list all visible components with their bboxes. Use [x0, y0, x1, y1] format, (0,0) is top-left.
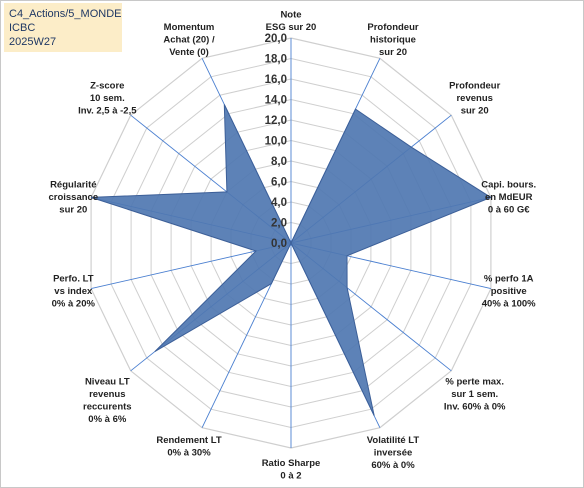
radar-series — [90, 104, 492, 416]
axis-label: Niveau LT revenus reccurents 0% à 6% — [83, 377, 132, 426]
axis-label-line: sur 1 sem. — [451, 389, 498, 400]
tick-label: 16,0 — [265, 74, 287, 86]
tick-label: 20,0 — [265, 33, 287, 45]
axis-label: Rendement LT 0% à 30% — [156, 435, 221, 459]
tick-label: 6,0 — [271, 177, 287, 189]
axis-label-line: % perte max. — [445, 377, 504, 388]
axis-label-line: Perfo. LT — [53, 274, 94, 285]
radar-axis-labels: Note ESG sur 20 Profondeur historique sur 20… — [48, 10, 536, 482]
axis-label-line: en MdEUR — [485, 192, 533, 203]
axis-label-line: Rendement LT — [156, 435, 221, 446]
axis-label-line: Capi. bours. — [481, 180, 536, 191]
tick-label: 14,0 — [265, 95, 287, 107]
axis-label: Perfo. LT vs index 0% à 20% — [52, 274, 96, 310]
tick-label: 0,0 — [271, 238, 287, 250]
axis-label: % perte max. sur 1 sem. Inv. 60% à 0% — [444, 377, 506, 413]
axis-label-line: historique — [370, 34, 416, 45]
axis-label-line: Profondeur — [449, 80, 500, 91]
axis-label-line: Volatilité LT — [367, 435, 420, 446]
axis-label-line: revenus — [456, 93, 492, 104]
axis-label-line: 10 sem. — [90, 93, 125, 104]
axis-label: Note ESG sur 20 — [266, 10, 317, 34]
axis-label-line: sur 20 — [379, 47, 407, 58]
axis-label-line: Inv. 60% à 0% — [444, 402, 506, 413]
axis-label: % perfo 1A positive 40% à 100% — [482, 274, 536, 310]
axis-label-line: reccurents — [83, 402, 132, 413]
axis-label-line: Z-score — [90, 80, 124, 91]
axis-label-line: 0 à 2 — [280, 471, 301, 482]
axis-label-line: 0% à 6% — [88, 414, 127, 425]
axis-label-line: croissance — [48, 192, 98, 203]
axis-label: Z-score 10 sem. Inv. 2,5 à -2,5 — [78, 80, 137, 116]
axis-label-line: 0 à 60 G€ — [488, 205, 530, 216]
axis-label-line: sur 20 — [59, 205, 87, 216]
axis-label-line: Note — [280, 10, 301, 21]
tick-label: 8,0 — [271, 156, 287, 168]
axis-label-line: Inv. 2,5 à -2,5 — [78, 105, 137, 116]
axis-label-line: 60% à 0% — [371, 460, 415, 471]
axis-label-line: ESG sur 20 — [266, 22, 317, 33]
axis-label-line: revenus — [89, 389, 125, 400]
tick-label: 2,0 — [271, 218, 287, 230]
axis-label-line: inversée — [374, 448, 413, 459]
info-week: 2025W27 — [9, 36, 57, 48]
axis-label-line: Momentum — [164, 22, 215, 33]
axis-label-line: Achat (20) / — [163, 34, 215, 45]
axis-label: Profondeur historique sur 20 — [367, 22, 418, 58]
axis-label: Régularité croissance sur 20 — [48, 180, 98, 216]
axis-label: Profondeur revenus sur 20 — [449, 80, 500, 116]
axis-label-line: % perfo 1A — [484, 274, 534, 285]
tick-label: 12,0 — [265, 115, 287, 127]
axis-label-line: Niveau LT — [85, 377, 130, 388]
axis-label-line: 40% à 100% — [482, 299, 536, 310]
axis-label-line: sur 20 — [461, 105, 489, 116]
info-ticker: ICBC — [9, 22, 36, 34]
info-category: C4_Actions/5_MONDE — [9, 8, 122, 20]
axis-label-line: 0% à 20% — [52, 299, 96, 310]
axis-label: Ratio Sharpe 0 à 2 — [262, 458, 321, 482]
axis-label-line: Vente (0) — [169, 47, 209, 58]
axis-label: Momentum Achat (20) / Vente (0) — [163, 22, 215, 58]
axis-label: Capi. bours. en MdEUR 0 à 60 G€ — [481, 180, 536, 216]
axis-label-line: Régularité — [50, 180, 96, 191]
tick-label: 18,0 — [265, 54, 287, 66]
info-box: C4_Actions/5_MONDE ICBC 2025W27 — [4, 3, 122, 52]
tick-label: 4,0 — [271, 197, 287, 209]
axis-label-line: 0% à 30% — [167, 448, 211, 459]
axis-label: Volatilité LT inversée 60% à 0% — [367, 435, 420, 471]
radar-ticks: 0,0 2,0 4,0 6,0 8,0 10,0 12,0 14,0 16,0 18,0 20,0 — [265, 33, 287, 250]
axis-label-line: Profondeur — [367, 22, 418, 33]
axis-label-line: vs index — [54, 286, 93, 297]
axis-label-line: Ratio Sharpe — [262, 458, 321, 469]
tick-label: 10,0 — [265, 136, 287, 148]
axis-label-line: positive — [491, 286, 527, 297]
